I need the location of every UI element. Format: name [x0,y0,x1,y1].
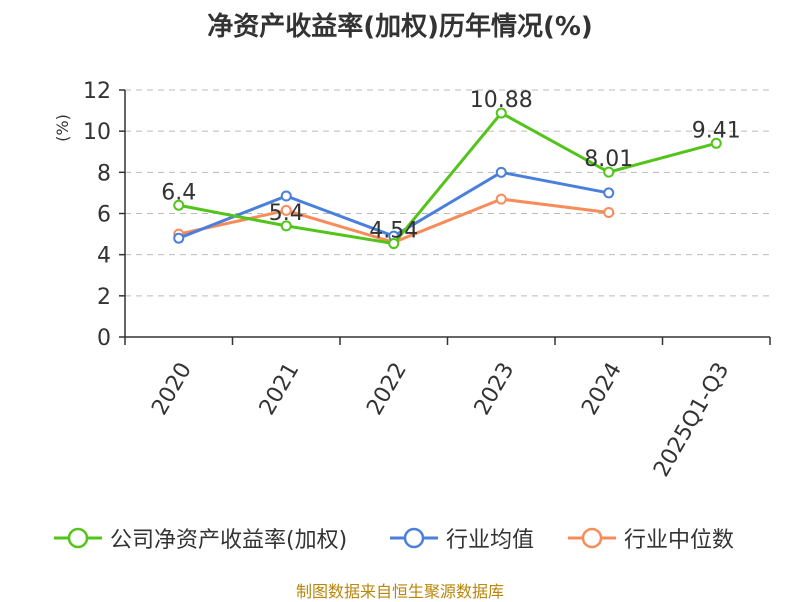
data-point-industry_avg [280,190,292,202]
data-point-company [603,166,615,178]
legend-swatch [568,527,616,549]
data-label: 6.4 [161,180,196,205]
data-label: 5.4 [269,201,304,226]
x-tick-label: 2024 [577,358,627,419]
axes: 0 2 4 6 8 10 12 2020 2021 2022 2023 2024 2025Q1-Q3 [83,79,771,481]
legend-item-company[interactable]: 公司净资产收益率(加权) [54,520,347,556]
series-line-company [178,111,717,246]
legend-item-industry_avg[interactable]: 行业均值 [390,520,534,556]
x-tick-label: 2021 [255,358,305,419]
x-tick-label: 2025Q1-Q3 [649,358,734,481]
data-point-industry_median [603,206,615,218]
data-label: 4.54 [369,219,418,244]
series-lines [173,107,722,250]
data-point-industry_avg [173,232,185,244]
source-note: 制图数据来自恒生聚源数据库 [295,582,504,601]
data-point-company [388,238,400,250]
x-tick-label: 2020 [147,358,197,419]
legend-label: 公司净资产收益率(加权) [110,528,348,553]
data-label: 10.88 [470,88,533,113]
data-point-company [280,220,292,232]
grid-lines [125,89,770,297]
data-labels: 6.4 5.4 4.54 10.88 8.01 9.41 [161,88,740,243]
x-tick-label: 2023 [470,358,520,419]
data-point-industry_median [280,204,292,216]
y-tick-label: 12 [83,79,111,104]
legend-item-industry_median[interactable]: 行业中位数 [568,520,734,556]
data-point-company [173,199,185,211]
y-tick-label: 8 [97,161,111,186]
data-point-industry_median [495,193,507,205]
y-tick-label: 2 [97,285,111,310]
data-point-company [495,107,507,119]
legend-swatch [390,527,438,549]
data-point-industry_avg [603,187,615,199]
legend-label: 行业均值 [446,528,535,553]
x-tick-label: 2022 [362,358,412,419]
legend: 公司净资产收益率(加权) 行业均值 行业中位数 [0,520,800,556]
legend-swatch [54,527,102,549]
chart-title: 净资产收益率(加权)历年情况(%) [207,12,593,42]
y-axis-label: (%) [53,114,72,142]
data-label: 9.41 [692,118,741,143]
legend-label: 行业中位数 [624,528,735,553]
y-tick-label: 10 [83,120,111,145]
y-tick-label: 0 [97,326,111,351]
data-label: 8.01 [584,147,633,172]
y-tick-label: 4 [97,244,111,269]
data-point-industry_avg [495,166,507,178]
y-tick-label: 6 [97,203,111,228]
data-point-company [710,137,722,149]
